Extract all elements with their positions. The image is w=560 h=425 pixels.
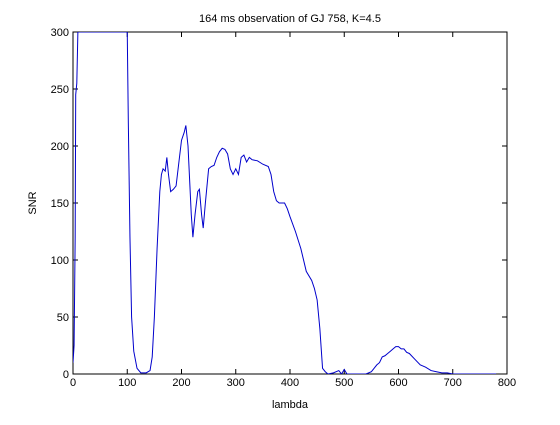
x-tick-label: 0 — [70, 377, 76, 389]
x-tick-label: 700 — [444, 377, 462, 389]
x-tick-label: 100 — [118, 377, 136, 389]
data-line — [73, 32, 497, 374]
chart-title: 164 ms observation of GJ 758, K=4.5 — [199, 13, 381, 25]
y-tick-label: 100 — [51, 255, 69, 267]
y-tick-label: 200 — [51, 141, 69, 153]
y-tick-label: 50 — [57, 312, 69, 324]
x-tick-label: 200 — [172, 377, 190, 389]
x-tick-label: 300 — [227, 377, 245, 389]
y-tick-label: 300 — [51, 27, 69, 39]
x-tick-label: 400 — [281, 377, 299, 389]
x-tick-label: 500 — [335, 377, 353, 389]
y-tick-label: 0 — [63, 369, 69, 381]
x-tick-label: 800 — [498, 377, 516, 389]
x-tick-label: 600 — [389, 377, 407, 389]
plot-area — [72, 31, 508, 375]
y-tick-label: 250 — [51, 84, 69, 96]
y-tick-label: 150 — [51, 198, 69, 210]
y-axis-label: SNR — [27, 191, 39, 214]
x-axis-label: lambda — [272, 399, 309, 411]
